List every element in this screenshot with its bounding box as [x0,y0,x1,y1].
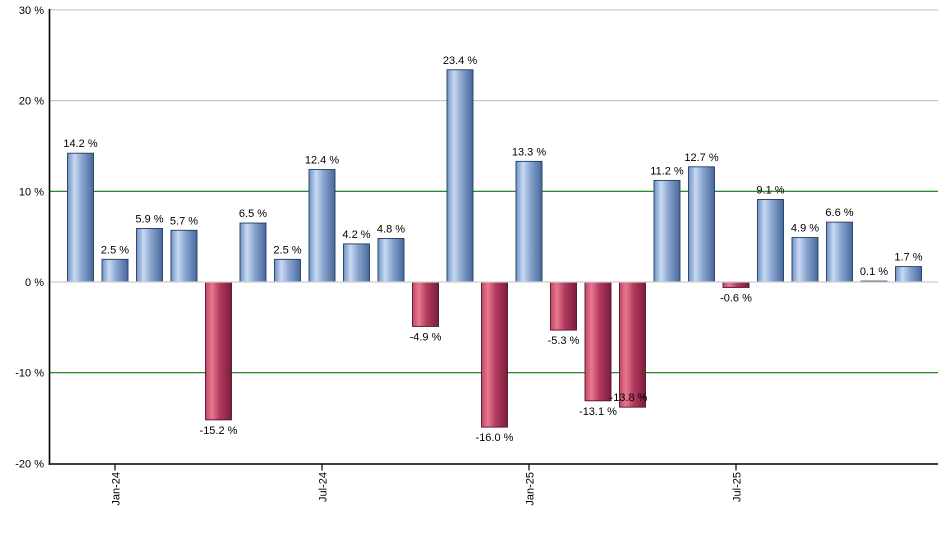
bar-13[interactable] [515,160,543,283]
bar-value-label: -4.9 % [410,331,442,343]
bar-3[interactable] [170,229,198,283]
bar-7[interactable] [308,169,336,283]
bar-value-label: -0.6 % [720,292,752,304]
y-axis-label--10: -10 % [15,368,44,380]
bar-value-label: 9.1 % [756,184,784,196]
bar-value-label: 12.7 % [684,152,718,164]
bar-9[interactable] [377,238,405,283]
bar-value-label: 4.8 % [377,223,405,235]
bar-8[interactable] [343,243,370,283]
bar-value-label: 1.7 % [894,252,922,264]
y-axis-label-0: 0 % [25,277,44,289]
bar-value-label: 12.4 % [305,155,339,167]
bar-6[interactable] [274,258,301,283]
bar-0[interactable] [67,152,94,283]
bar-value-label: 23.4 % [443,55,477,67]
bar-10[interactable] [412,281,439,327]
bar-value-label: 4.9 % [791,223,819,235]
bar-value-label: 2.5 % [101,244,129,256]
bar-24[interactable] [895,266,922,283]
bar-15[interactable] [584,281,612,402]
y-axis-label-10: 10 % [19,186,44,198]
bar-value-label: 13.3 % [512,146,546,158]
bar-value-label: 14.2 % [63,138,97,150]
bar-22[interactable] [826,221,853,283]
bar-18[interactable] [688,166,715,283]
bar-value-label: 5.9 % [135,213,163,225]
bar-value-label: -16.0 % [476,432,514,444]
bar-5[interactable] [239,222,267,283]
y-axis-label-20: 20 % [19,96,44,108]
bar-16[interactable] [619,281,646,408]
bar-value-label: 0.1 % [860,266,888,278]
bar-4[interactable] [205,281,232,421]
bar-2[interactable] [136,228,163,283]
bar-20[interactable] [757,199,784,283]
bar-11[interactable] [446,69,474,283]
bar-14[interactable] [550,281,577,331]
bar-value-label: 6.6 % [825,207,853,219]
x-axis-label: Jul-24 [318,472,330,502]
bar-value-label: -15.2 % [200,425,238,437]
x-axis-label: Jan-25 [525,472,537,506]
y-axis-label--20: -20 % [15,458,44,470]
bar-value-label: 11.2 % [650,165,684,177]
bar-17[interactable] [653,179,681,283]
x-axis-label: Jan-24 [111,472,123,506]
x-axis-label: Jul-25 [732,472,744,502]
bar-value-label: 6.5 % [239,208,267,220]
bar-value-label: 2.5 % [273,244,301,256]
bar-19[interactable] [722,281,750,288]
y-axis-label-30: 30 % [19,5,44,17]
bar-value-label: -13.8 % [610,392,648,404]
bar-value-label: 4.2 % [342,229,370,241]
bar-21[interactable] [791,237,819,283]
bar-12[interactable] [481,281,508,428]
bar-value-label: 5.7 % [170,215,198,227]
bar-1[interactable] [101,258,129,283]
bar-value-label: -13.1 % [579,406,617,418]
bar-value-label: -5.3 % [548,335,580,347]
